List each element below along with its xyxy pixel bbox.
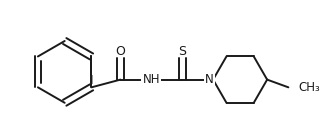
Text: S: S xyxy=(178,45,186,58)
Text: NH: NH xyxy=(142,73,160,86)
Text: CH₃: CH₃ xyxy=(298,81,320,94)
Text: I: I xyxy=(90,74,93,87)
Text: O: O xyxy=(116,45,125,58)
Text: N: N xyxy=(205,73,213,86)
